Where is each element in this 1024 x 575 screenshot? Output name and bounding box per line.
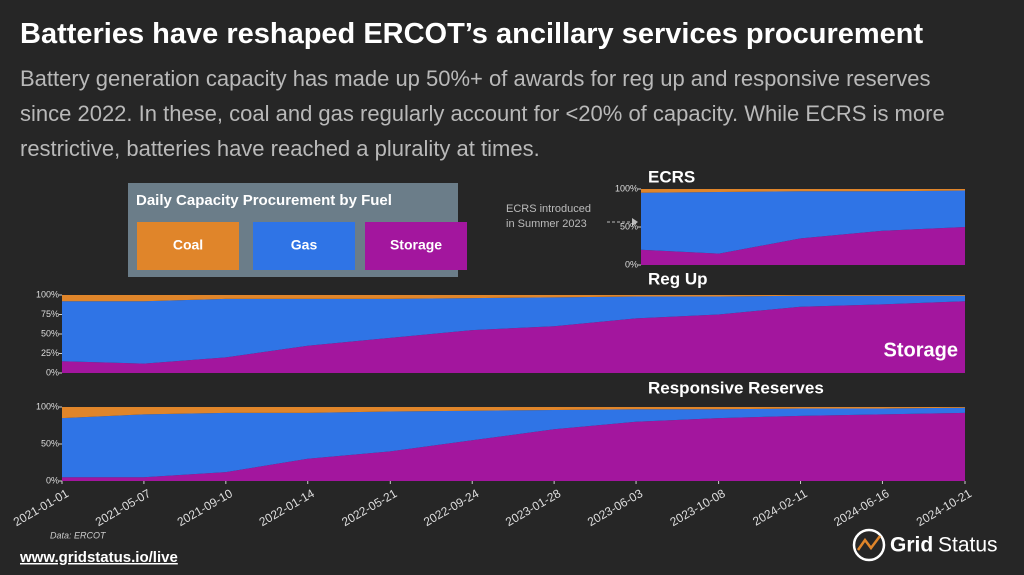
logo-text: Status [938,534,998,557]
annotation: Storage [884,339,958,361]
x-tick-label: 2024-06-16 [831,486,891,529]
y-tick-label: 100% [36,401,59,411]
area [62,407,965,419]
legend-label: Coal [173,237,203,253]
annotation: ECRS introduced [506,203,591,215]
chart-title: Responsive Reserves [648,378,824,397]
x-tick-label: 2021-05-07 [93,486,153,529]
y-tick-label: 100% [36,289,59,299]
chart-title: ECRS [648,167,695,186]
x-tick-label: 2024-02-11 [750,486,810,529]
y-tick-label: 75% [41,309,59,319]
page-title: Batteries have reshaped ERCOT’s ancillar… [20,18,924,50]
header: Batteries have reshaped ERCOT’s ancillar… [20,18,1010,166]
x-tick-label: 2023-01-28 [503,486,563,529]
x-tick-label: 2023-10-08 [668,486,728,529]
area [62,295,965,302]
y-tick-label: 0% [46,475,59,485]
y-tick-label: 100% [615,183,638,193]
legend-swatch [137,222,239,270]
chart-title: Reg Up [648,269,708,288]
area [62,407,965,478]
url[interactable]: www.gridstatus.io/live [19,549,178,566]
area [62,295,965,364]
logo-icon [852,528,886,562]
annotation: in Summer 2023 [506,218,587,230]
source: Data: ERCOT [50,530,107,540]
x-tick-label: 2021-01-01 [11,486,71,529]
legend-swatch [253,222,355,270]
area [641,227,965,265]
legend-label: Storage [390,237,442,253]
page-subtitle: Battery generation capacity has made up … [20,66,945,161]
legend-label: Gas [291,237,318,253]
y-tick-label: 50% [620,221,638,231]
annotation-arrowhead [632,218,638,226]
x-tick-label: 2022-09-24 [421,486,481,529]
logo-text: Grid [890,534,933,557]
x-tick-label: 2023-06-03 [585,486,645,529]
y-tick-label: 25% [41,348,59,358]
area [62,412,965,481]
y-tick-label: 0% [625,259,638,269]
y-tick-label: 50% [41,328,59,338]
x-tick-label: 2022-01-14 [257,486,317,529]
legend-title: Daily Capacity Procurement by Fuel [136,192,392,209]
y-tick-label: 50% [41,438,59,448]
x-tick-label: 2021-09-10 [175,486,235,529]
x-tick-label: 2022-05-21 [339,486,399,529]
legend-swatch [365,222,467,270]
area [641,190,965,254]
logo-icon [856,535,881,551]
x-tick-label: 2024-10-21 [914,486,974,529]
area [62,301,965,373]
area [641,189,965,193]
y-tick-label: 0% [46,367,59,377]
